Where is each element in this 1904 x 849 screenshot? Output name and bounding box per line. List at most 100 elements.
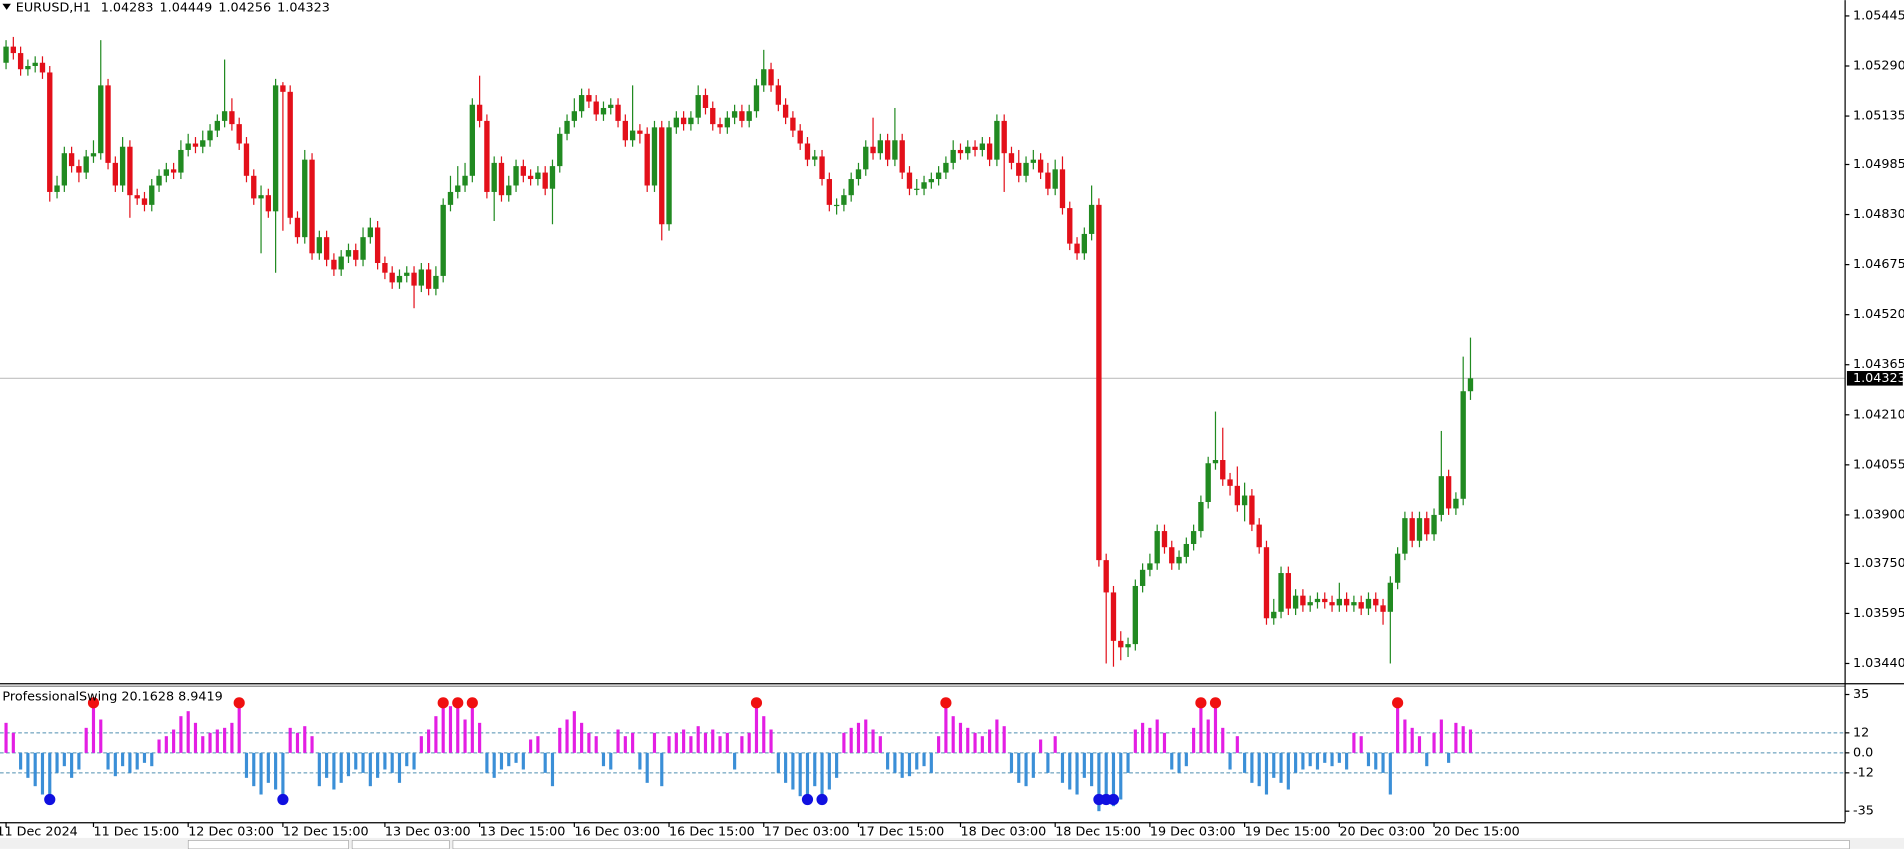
- candle-body: [1453, 498, 1459, 509]
- histogram-bar: [827, 752, 831, 790]
- histogram-bar: [448, 706, 453, 753]
- histogram-bar: [820, 752, 824, 800]
- histogram-bar: [718, 736, 722, 753]
- histogram-bar: [747, 732, 751, 753]
- histogram-bar: [1228, 752, 1232, 770]
- x-tick-label: 16 Dec 03:00: [574, 824, 660, 839]
- scrollbar[interactable]: [452, 840, 1850, 849]
- histogram-bar: [274, 752, 278, 790]
- histogram-bar: [142, 752, 147, 763]
- tab[interactable]: [187, 840, 349, 849]
- candle-body: [200, 140, 206, 147]
- candle-body: [374, 227, 381, 264]
- candle-body: [17, 53, 24, 70]
- candle-body: [768, 69, 774, 86]
- menu-triangle[interactable]: [2, 3, 11, 10]
- candle-body: [1402, 518, 1408, 554]
- candle-body: [76, 166, 82, 173]
- histogram-bar: [11, 732, 15, 753]
- histogram-bar: [543, 752, 547, 773]
- swing-low-dot: [44, 793, 56, 806]
- histogram-bar: [1359, 736, 1363, 753]
- y-tick-label: -35: [1853, 804, 1874, 819]
- y-tick-label: -12: [1853, 765, 1874, 780]
- candle-body: [360, 237, 366, 260]
- histogram-bar: [62, 752, 66, 767]
- y-tick-label: 1.03900: [1853, 507, 1904, 522]
- histogram-bar: [725, 732, 729, 753]
- candle-body: [622, 120, 629, 141]
- y-tick-label: 35: [1853, 687, 1869, 702]
- candle-body: [302, 159, 308, 238]
- candle-body: [1409, 518, 1415, 541]
- y-tick-label: 1.04985: [1853, 157, 1904, 172]
- candle-body: [287, 91, 293, 218]
- candle-body: [1001, 120, 1007, 154]
- swing-high-dot: [87, 697, 100, 709]
- candle-body: [695, 95, 701, 118]
- histogram-bar: [1323, 752, 1327, 763]
- candle-body: [1176, 556, 1182, 564]
- candle-body: [527, 175, 534, 180]
- candle-body: [1110, 592, 1117, 641]
- histogram-bar: [361, 752, 365, 773]
- candle-body: [112, 162, 119, 186]
- histogram-bar: [1119, 752, 1123, 800]
- y-tick-label: 1.04520: [1853, 307, 1904, 322]
- candle-body: [10, 46, 17, 54]
- tab[interactable]: [351, 840, 450, 849]
- x-tick-label: 20 Dec 03:00: [1339, 824, 1425, 839]
- histogram-bar: [1170, 752, 1174, 770]
- histogram-bar: [1192, 727, 1196, 753]
- histogram-bar: [776, 752, 780, 773]
- histogram-bar: [419, 736, 423, 753]
- histogram-bar: [521, 752, 525, 770]
- candle-body: [1096, 204, 1102, 561]
- candle-body: [1416, 518, 1423, 541]
- histogram-bar: [1374, 752, 1378, 770]
- candle-body: [979, 143, 986, 150]
- candle-body: [651, 127, 658, 186]
- histogram-bar: [1243, 752, 1247, 773]
- candle-body: [899, 140, 905, 173]
- histogram-bar: [310, 736, 314, 753]
- histogram-bar: [674, 732, 678, 753]
- y-tick-label: 0.0: [1853, 745, 1873, 760]
- histogram-bar: [1235, 736, 1239, 753]
- histogram-bar: [1403, 719, 1407, 753]
- histogram-bar: [150, 752, 154, 767]
- y-tick-label: 1.04210: [1853, 407, 1904, 422]
- candle-body: [25, 65, 31, 70]
- candle-body: [1016, 162, 1022, 176]
- candle-body: [178, 149, 184, 173]
- histogram-bar: [1060, 752, 1065, 783]
- histogram-bar: [864, 719, 868, 753]
- candle-body: [54, 185, 60, 192]
- histogram-bar: [99, 719, 103, 753]
- histogram-bar: [1075, 752, 1079, 795]
- x-tick-label: 17 Dec 03:00: [764, 824, 850, 839]
- histogram-bar: [478, 722, 482, 753]
- histogram-bar: [77, 752, 81, 770]
- histogram-bar: [813, 752, 817, 787]
- candle-body: [863, 146, 869, 170]
- histogram-bar: [631, 732, 635, 753]
- histogram-bar: [1352, 732, 1356, 753]
- candle-body: [294, 217, 301, 238]
- swing-high-dot: [750, 697, 763, 709]
- candle-body: [659, 127, 665, 225]
- candle-body: [1059, 169, 1066, 209]
- y-tick-label: 1.05290: [1853, 58, 1904, 73]
- histogram-bar: [900, 752, 904, 778]
- candle-body: [1103, 560, 1109, 593]
- candle-body: [906, 172, 913, 189]
- histogram-bar: [1315, 752, 1320, 770]
- histogram-bar: [405, 752, 409, 767]
- histogram-bar: [929, 752, 933, 773]
- candle-body: [1380, 605, 1386, 612]
- candle-body: [170, 169, 177, 173]
- histogram-bar: [1017, 752, 1021, 783]
- swing-low-dot: [277, 793, 289, 806]
- candle-body: [608, 104, 614, 108]
- histogram-bar: [1148, 727, 1152, 753]
